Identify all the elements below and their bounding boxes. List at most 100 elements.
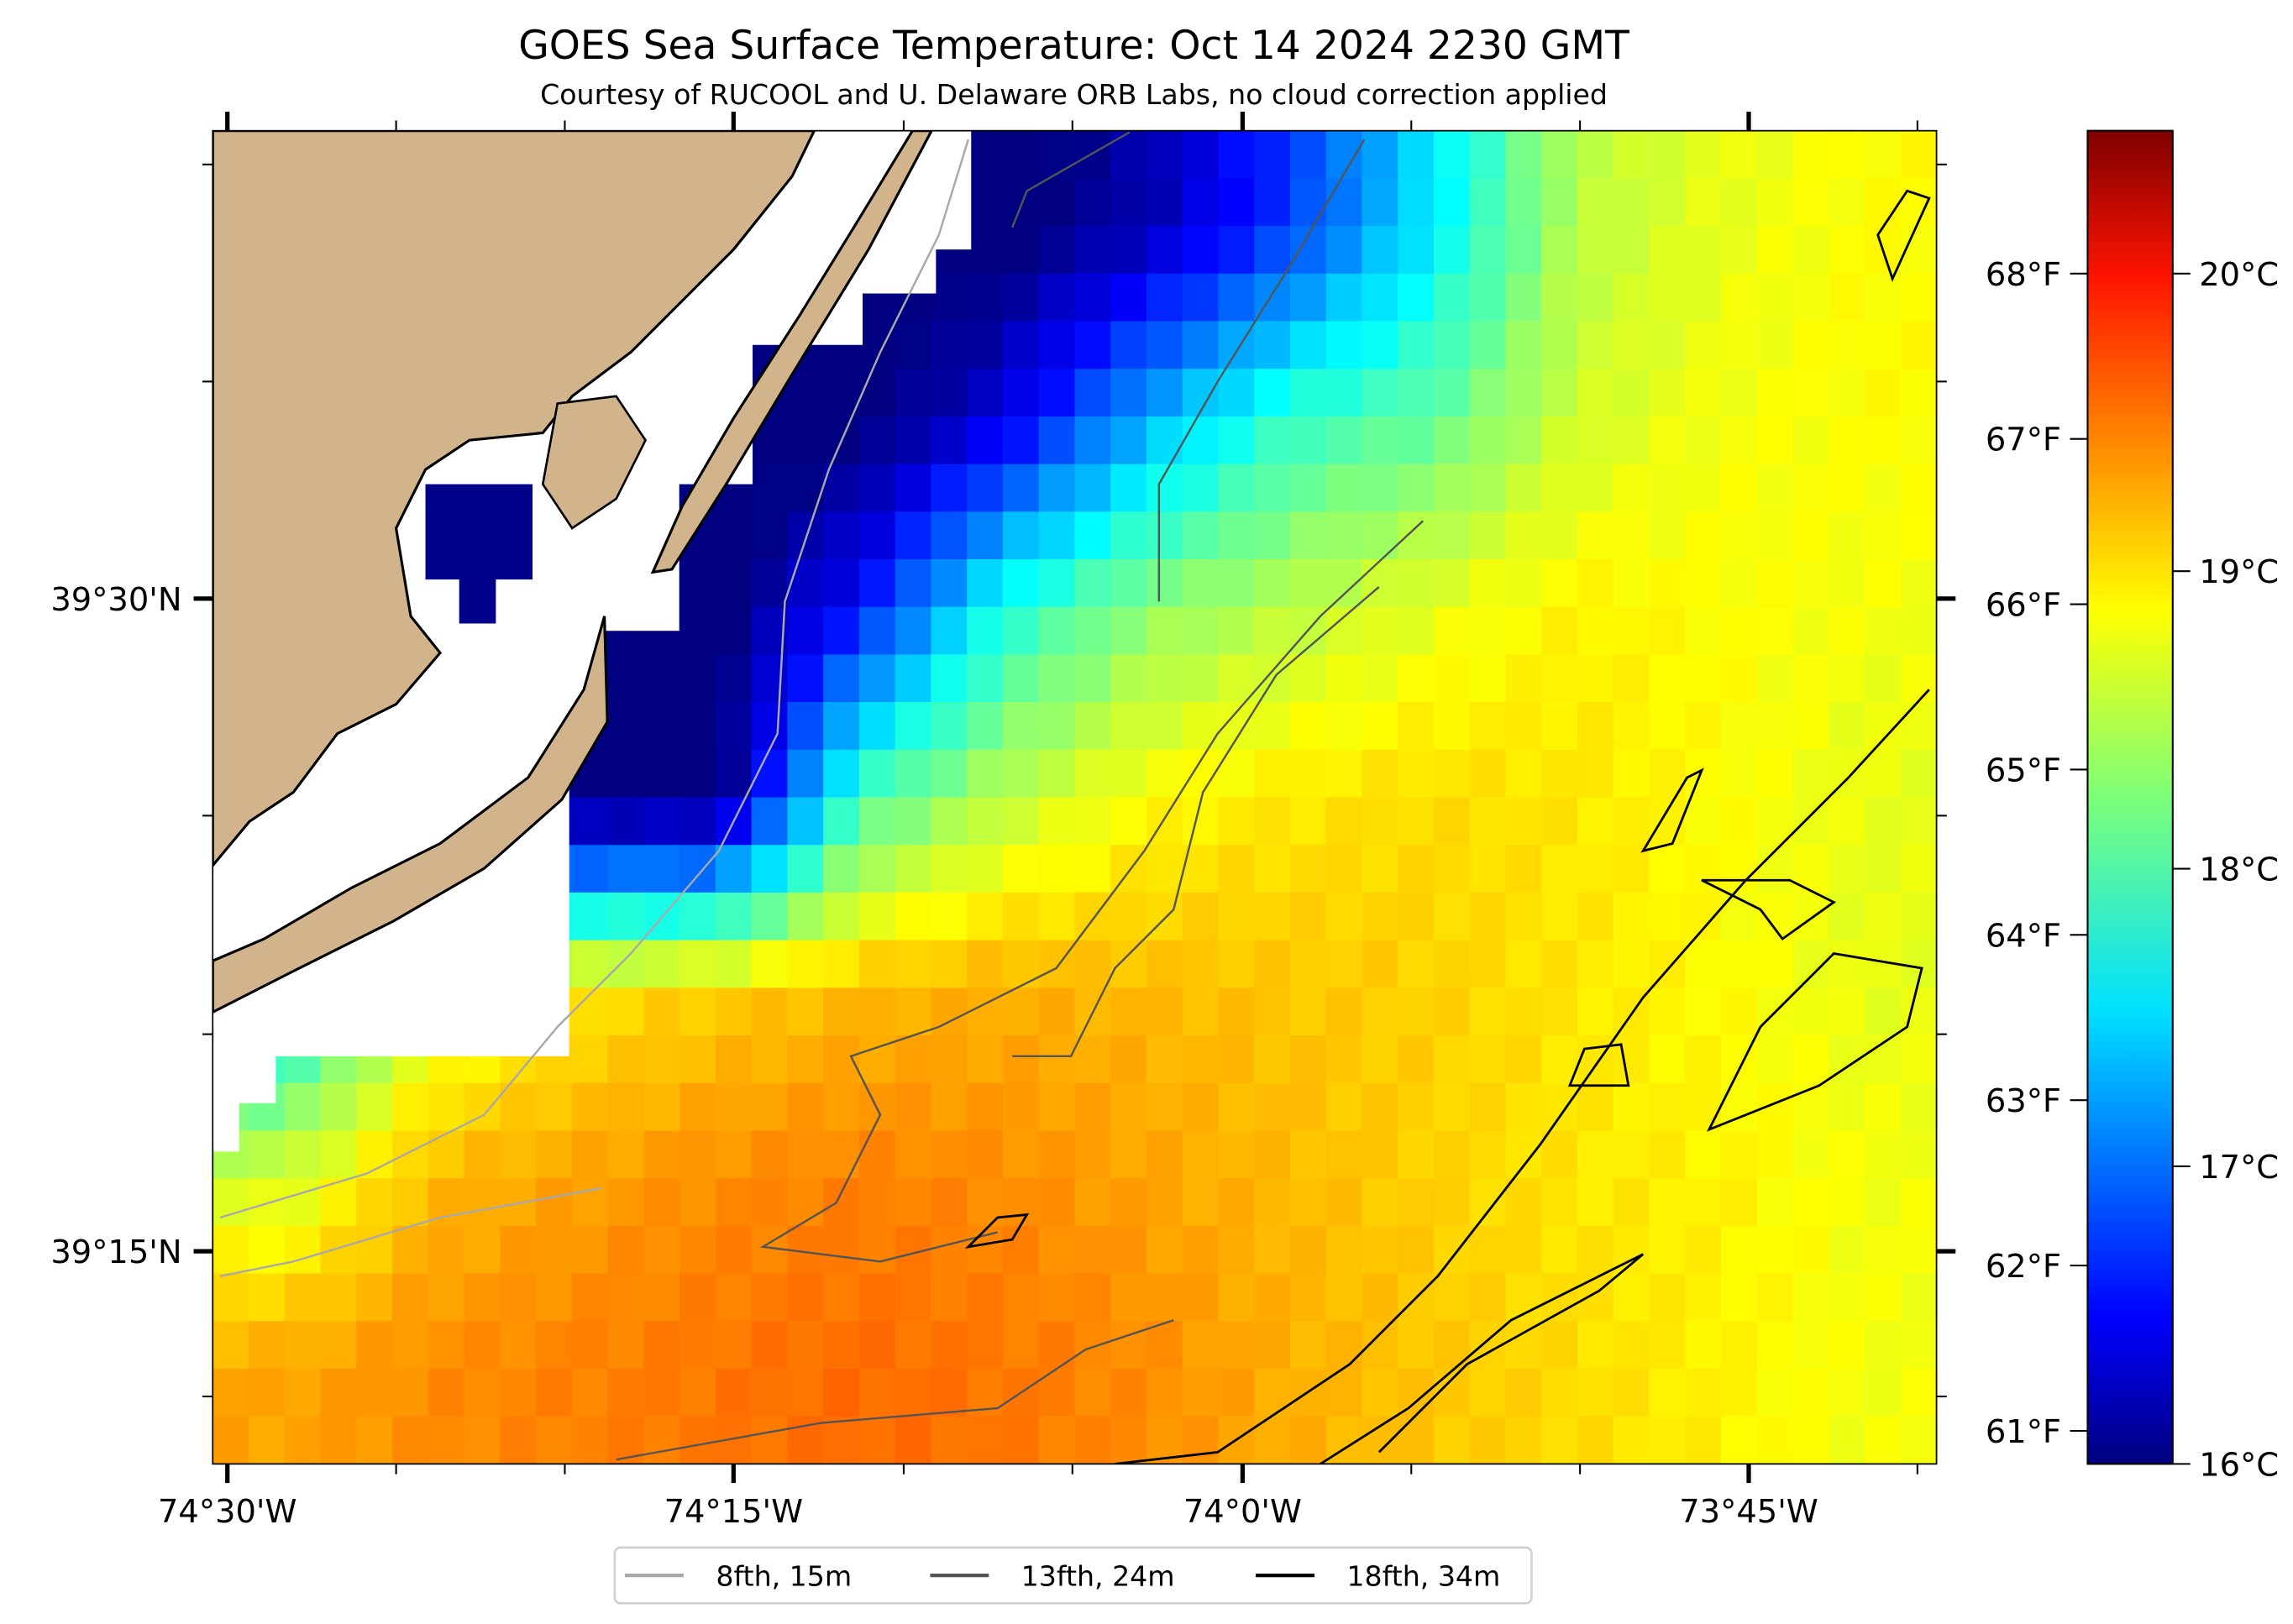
sst-cell [1865, 130, 1902, 180]
sst-cell [1613, 749, 1650, 799]
sst-cell [1577, 797, 1614, 846]
sst-cell [1289, 321, 1327, 370]
colorbar-f-label: 65°F [1986, 752, 2061, 789]
sst-cell [1469, 511, 1507, 561]
sst-cell [1792, 1082, 1830, 1132]
sst-cell [1505, 1130, 1543, 1180]
sst-cell [1398, 749, 1435, 799]
sst-cell [1541, 892, 1579, 941]
sst-cell [284, 1273, 322, 1323]
sst-cell [1146, 1082, 1183, 1132]
sst-cell [1398, 892, 1435, 941]
sst-cell [1541, 464, 1579, 513]
sst-cell [1038, 1035, 1076, 1084]
sst-cell [1362, 369, 1399, 417]
sst-cell [1218, 130, 1256, 180]
sst-cell [751, 892, 789, 941]
sst-cell [967, 1082, 1004, 1132]
sst-cell [1469, 321, 1507, 370]
sst-cell [751, 1321, 789, 1370]
colorbar-celsius-labels: 20°C 19°C 18°C 17°C 16°C [2199, 256, 2279, 1485]
map-area[interactable] [213, 130, 1937, 1465]
sst-cell [1505, 178, 1543, 228]
sst-cell [1829, 511, 1866, 561]
sst-cell [1649, 1416, 1687, 1464]
sst-cell [1577, 1273, 1614, 1323]
sst-cell [1398, 416, 1435, 465]
sst-cell [1469, 892, 1507, 941]
sst-cell [1110, 464, 1147, 513]
sst-cell [1325, 702, 1363, 751]
sst-cell [1756, 940, 1794, 989]
sst-cell [464, 1130, 501, 1180]
sst-cell [715, 606, 753, 656]
sst-cell [1792, 797, 1830, 846]
sst-cell [1325, 654, 1363, 704]
sst-cell [1649, 1321, 1687, 1370]
colorbar-c-label: 18°C [2199, 851, 2279, 889]
sst-cell [715, 1273, 753, 1323]
sst-cell [680, 1130, 716, 1180]
sst-cell [823, 1225, 860, 1275]
sst-cell [320, 1321, 358, 1370]
sst-cell [1900, 1225, 1937, 1275]
sst-cell [1865, 464, 1902, 513]
sst-cell [1038, 1178, 1076, 1227]
sst-cell [1577, 1082, 1614, 1132]
sst-cell [1146, 464, 1183, 513]
sst-cell [1649, 1035, 1687, 1084]
sst-cell [1756, 1273, 1794, 1323]
sst-cell [1829, 940, 1866, 989]
sst-cell [1829, 606, 1866, 656]
sst-cell [787, 606, 825, 656]
sst-cell [1613, 606, 1650, 656]
sst-cell [1038, 226, 1076, 275]
sst-cell [1182, 1368, 1220, 1417]
sst-cell [1792, 321, 1830, 370]
sst-cell [213, 1273, 250, 1323]
sst-cell [1325, 273, 1363, 322]
sst-cell [895, 749, 932, 799]
sst-cell [1110, 797, 1147, 846]
sst-cell [1002, 130, 1040, 180]
sst-cell [1182, 416, 1220, 465]
colorbar-c-label: 16°C [2199, 1446, 2279, 1484]
barrier-island-north [650, 130, 933, 574]
sst-cell [1182, 1130, 1220, 1180]
sst-cell [1110, 559, 1147, 608]
sst-cell [1289, 797, 1327, 846]
sst-cell [1685, 1368, 1723, 1417]
sst-cell [1613, 559, 1650, 608]
sst-cell [607, 1273, 645, 1323]
sst-cell [1182, 987, 1220, 1037]
sst-cell [1110, 1035, 1147, 1084]
sst-cell [858, 1416, 896, 1464]
sst-cell [1685, 606, 1723, 656]
sst-cell [1038, 606, 1076, 656]
sst-cell [1254, 1273, 1292, 1323]
sst-cell [1721, 130, 1758, 180]
sst-cell [1110, 1368, 1147, 1417]
sst-cell [1685, 321, 1723, 370]
sst-cell [1541, 845, 1579, 893]
sst-cell [1398, 369, 1435, 417]
sst-cell [1325, 1130, 1363, 1180]
sst-cell [1756, 892, 1794, 941]
sst-cell [1362, 845, 1399, 893]
lat-label: 39°15'N [50, 1234, 181, 1271]
sst-cell [1182, 654, 1220, 704]
sst-cell [1613, 797, 1650, 846]
sst-cell [715, 1178, 753, 1227]
sst-cell [320, 1416, 358, 1464]
sst-cell [1577, 321, 1614, 370]
sst-cell [1325, 1035, 1363, 1084]
sst-cell [536, 1368, 573, 1417]
sst-cell [1792, 1130, 1830, 1180]
sst-cell [1685, 369, 1723, 417]
sst-cell [895, 559, 932, 608]
sst-cell [787, 1178, 825, 1227]
sst-cell [1433, 1082, 1471, 1132]
sst-cell [1792, 654, 1830, 704]
sst-cell [823, 1416, 860, 1464]
sst-cell [787, 892, 825, 941]
